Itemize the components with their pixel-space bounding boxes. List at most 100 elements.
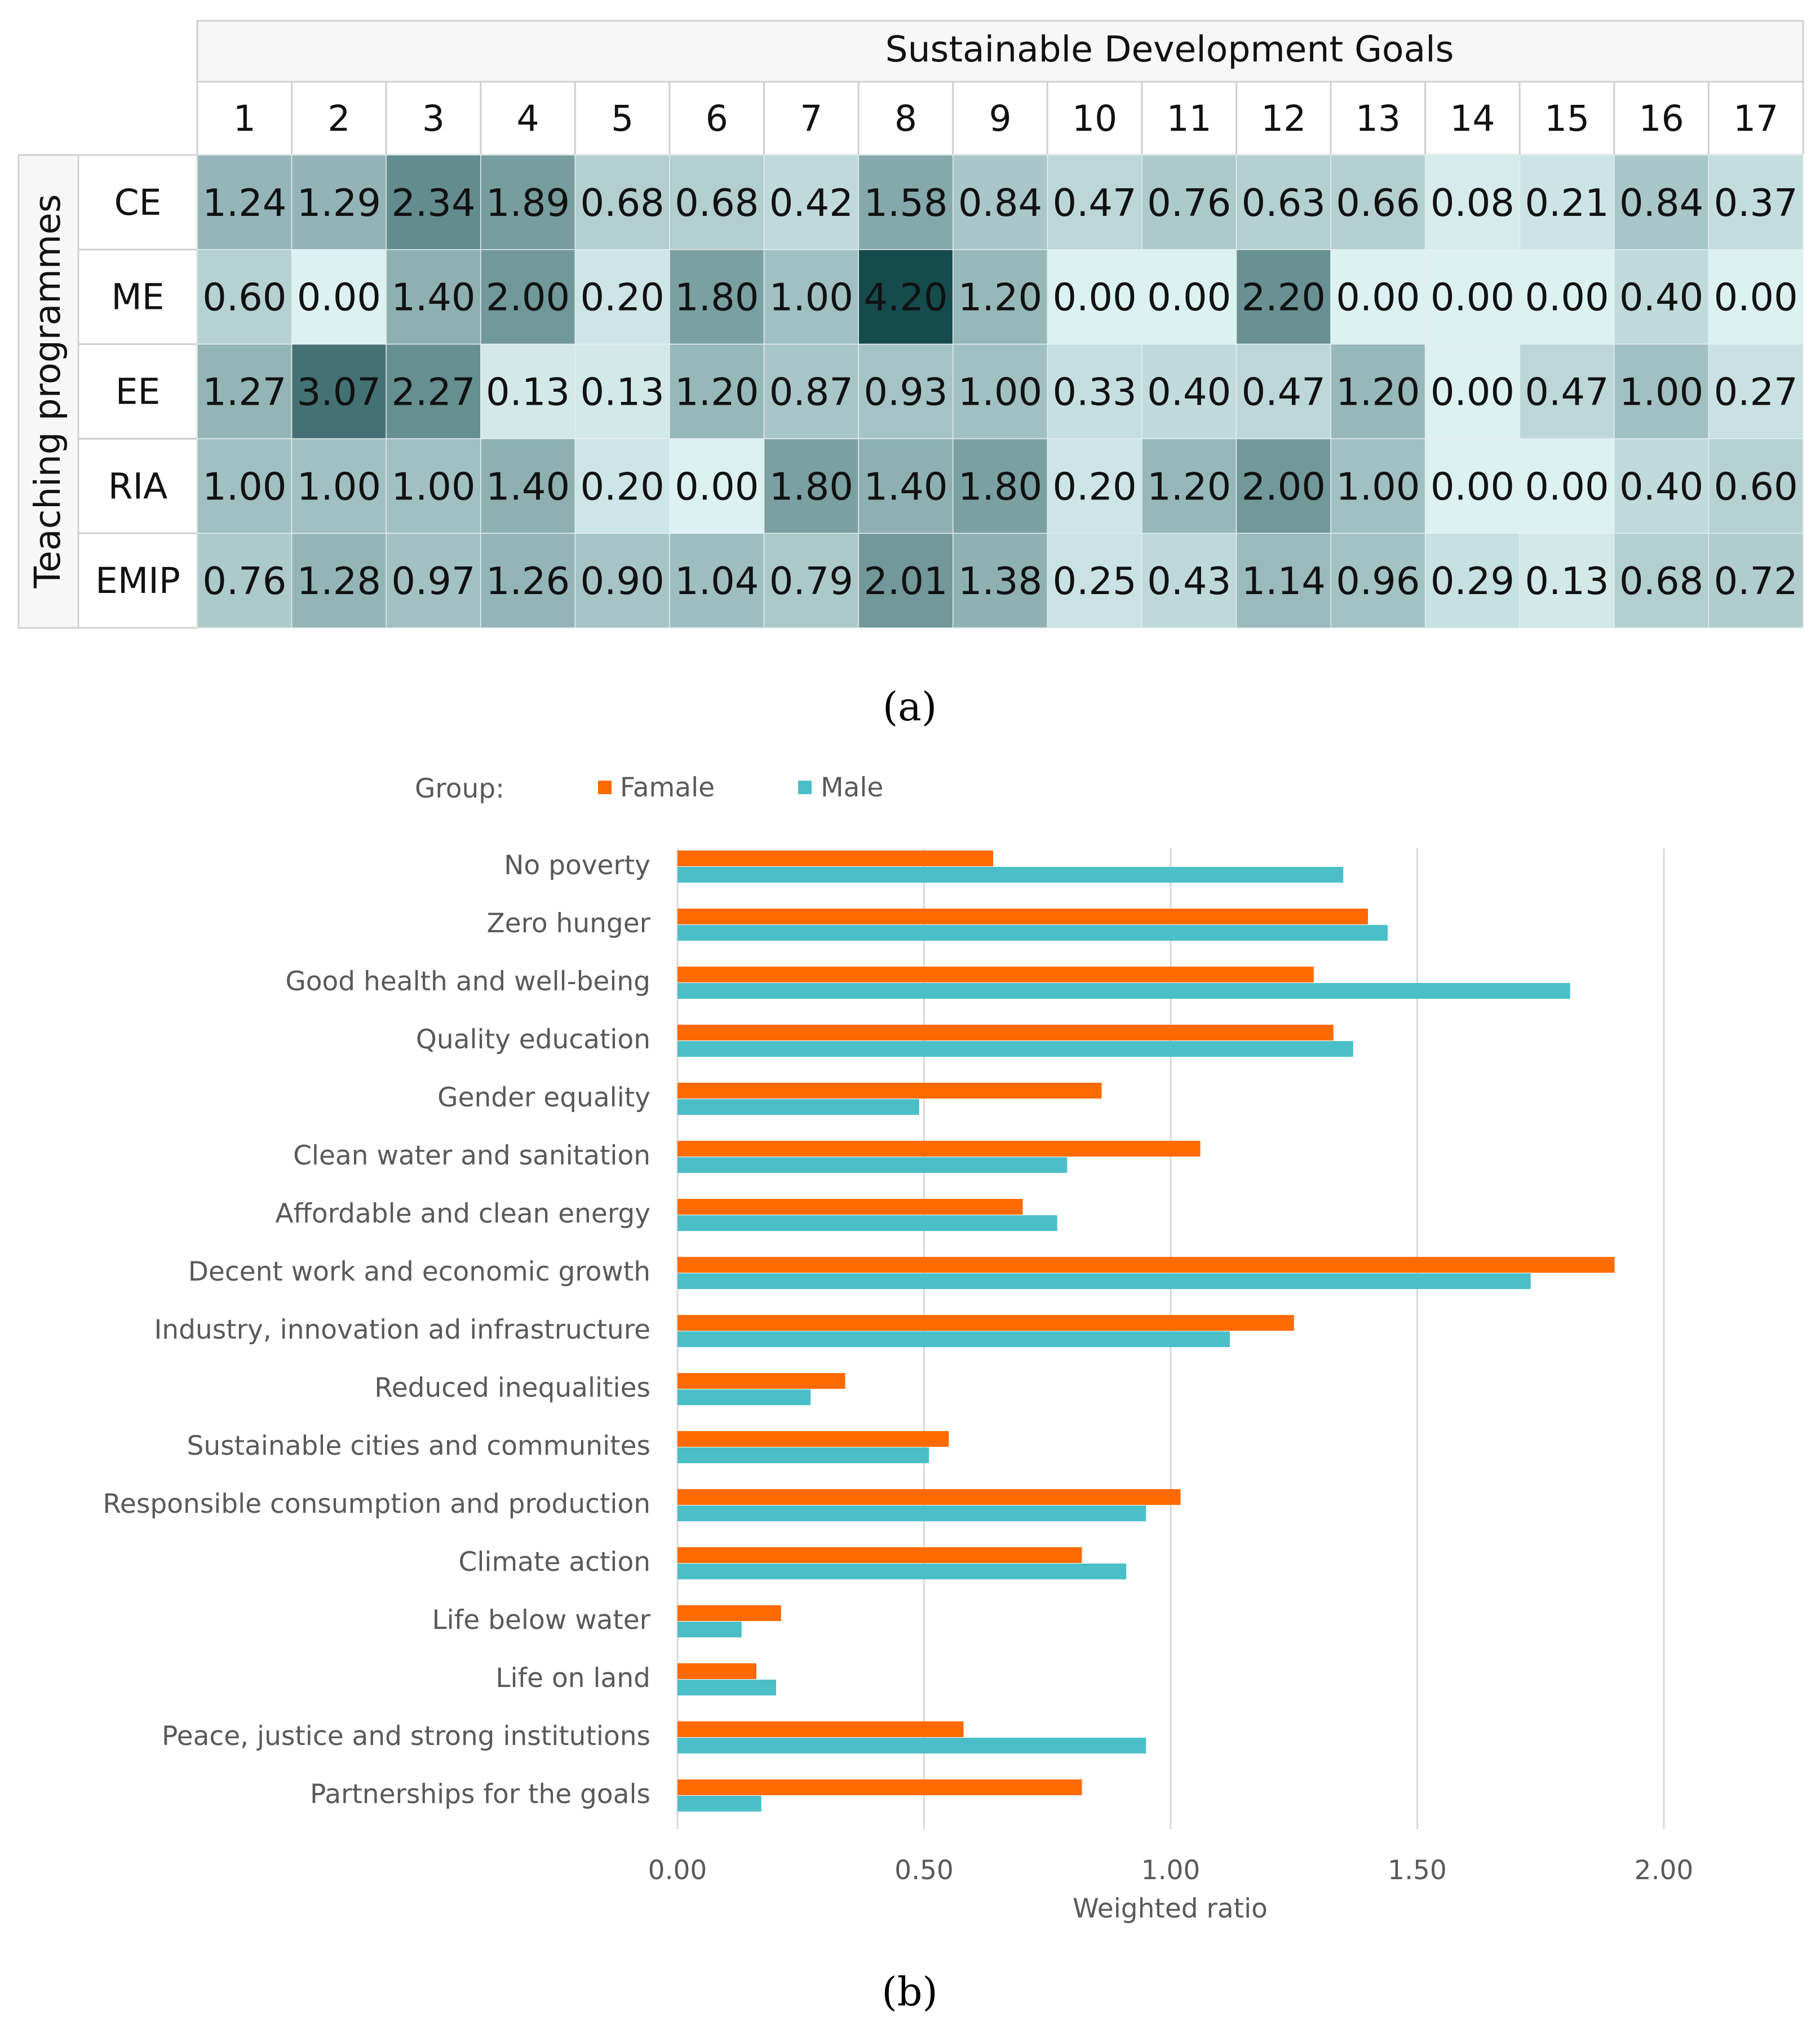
col-header-label: 3 xyxy=(422,98,445,139)
heatmap-value: 0.84 xyxy=(958,181,1042,225)
row-header-cell xyxy=(77,437,198,534)
heatmap-value: 0.00 xyxy=(1052,276,1136,320)
heatmap-cell xyxy=(763,438,859,534)
heatmap-cell xyxy=(858,533,954,628)
heatmap-cell xyxy=(291,438,387,534)
col-header-cell xyxy=(480,81,576,156)
heatmap-value: 1.04 xyxy=(675,559,759,603)
col-header-cell xyxy=(1046,81,1143,156)
heatmap-cell xyxy=(574,249,670,345)
bar-male xyxy=(677,867,1344,883)
heatmap-value: 1.89 xyxy=(486,181,570,225)
heatmap-value: 0.00 xyxy=(1147,276,1231,320)
heatmap-cell xyxy=(574,154,670,250)
heatmap-cell xyxy=(1424,438,1520,534)
heatmap-value: 0.33 xyxy=(1052,370,1136,414)
heatmap-cell xyxy=(952,343,1048,440)
heatmap-cell xyxy=(480,249,576,345)
heatmap-cell xyxy=(386,343,481,440)
heatmap-chart: Sustainable Development Goals Teaching p… xyxy=(17,20,1804,730)
heatmap-value: 1.58 xyxy=(863,181,947,225)
heatmap-value: 1.40 xyxy=(486,464,570,508)
heatmap-value: 0.87 xyxy=(769,370,853,414)
col-header-label: 6 xyxy=(706,98,728,139)
heatmap-value: 0.76 xyxy=(1147,181,1231,225)
bar-famale xyxy=(677,1663,756,1679)
col-header-cell xyxy=(1424,81,1521,156)
heatmap-value: 1.27 xyxy=(202,370,286,414)
col-header-label: 12 xyxy=(1261,98,1306,139)
row-header-cell xyxy=(77,343,198,440)
bar-male xyxy=(677,983,1570,999)
heatmap-cell xyxy=(574,533,670,628)
heatmap-value: 1.26 xyxy=(486,559,570,603)
heatmap-value: 0.21 xyxy=(1525,181,1609,225)
heatmap-cell xyxy=(1519,154,1615,250)
heatmap-cell xyxy=(1330,154,1426,250)
col-header-cell xyxy=(196,81,293,156)
heatmap-value: 0.68 xyxy=(675,181,759,225)
heatmap-cell xyxy=(763,249,859,345)
heatmap-cell xyxy=(1330,533,1426,628)
heatmap-value: 1.40 xyxy=(863,464,947,508)
bar-famale xyxy=(677,909,1368,924)
heatmap-cell xyxy=(197,438,293,534)
col-header-label: 13 xyxy=(1356,98,1401,139)
col-header-label: 9 xyxy=(989,98,1011,139)
bar-male xyxy=(677,1099,919,1115)
x-tick-label: 1.50 xyxy=(1388,1855,1447,1886)
heatmap-cell xyxy=(1708,343,1804,440)
heatmap-cell xyxy=(1047,438,1143,534)
heatmap-cell xyxy=(1519,533,1615,628)
col-header-cell xyxy=(1707,81,1804,156)
heatmap-value: 0.47 xyxy=(1052,181,1136,225)
row-header-label: EE xyxy=(116,371,161,413)
col-header-cell xyxy=(1518,81,1615,156)
bar-famale xyxy=(677,1431,949,1447)
bars xyxy=(677,851,1615,1812)
heatmap-cell xyxy=(1141,533,1237,628)
heatmap-value: 0.00 xyxy=(297,276,381,320)
bar-famale xyxy=(677,1605,781,1621)
col-header-label: 17 xyxy=(1733,98,1778,139)
heatmap-cell xyxy=(669,249,765,345)
col-header-label: 14 xyxy=(1450,98,1495,139)
bar-male xyxy=(677,1331,1230,1347)
heatmap-cell xyxy=(669,343,765,440)
sdg-title-cell xyxy=(196,20,1804,83)
bar-famale xyxy=(677,1141,1201,1157)
heatmap-cells: 1.24 1.29 2.34 1.89 0.68 0.68 0.42 1.58 0.84 0.47… xyxy=(197,154,1804,628)
category-label: No poverty xyxy=(504,850,650,881)
row-header-label: RIA xyxy=(108,466,167,507)
bar-male xyxy=(677,1215,1057,1231)
bar-male xyxy=(677,1505,1146,1521)
heatmap-value: 0.47 xyxy=(1525,370,1609,414)
heatmap-value: 1.80 xyxy=(769,464,853,508)
x-tick-label: 0.00 xyxy=(648,1855,707,1886)
heatmap-cell xyxy=(1424,343,1520,440)
heatmap-cell xyxy=(480,154,576,250)
heatmap-cell xyxy=(1614,343,1710,440)
bar-famale xyxy=(677,1025,1334,1040)
heatmap-value: 1.40 xyxy=(391,276,475,320)
caption-a: (a) xyxy=(883,684,937,730)
heatmap-cell xyxy=(1614,154,1710,250)
bar-famale xyxy=(677,1257,1615,1273)
heatmap-cell xyxy=(669,438,765,534)
heatmap-cell xyxy=(1424,249,1520,345)
heatmap-value: 0.40 xyxy=(1619,464,1703,508)
legend-famale-swatch xyxy=(598,781,612,794)
bar-famale xyxy=(677,1489,1181,1505)
bar-famale xyxy=(677,1199,1023,1215)
heatmap-value: 1.14 xyxy=(1242,559,1326,603)
heatmap-value: 0.13 xyxy=(581,370,665,414)
col-header-label: 16 xyxy=(1639,98,1684,139)
bar-male xyxy=(677,1796,761,1812)
heatmap-value: 0.20 xyxy=(581,464,665,508)
bar-male xyxy=(677,1738,1146,1753)
heatmap-value: 0.84 xyxy=(1619,181,1703,225)
category-label: Climate action xyxy=(459,1547,650,1578)
heatmap-value: 1.80 xyxy=(675,276,759,320)
heatmap-cell xyxy=(763,533,859,628)
